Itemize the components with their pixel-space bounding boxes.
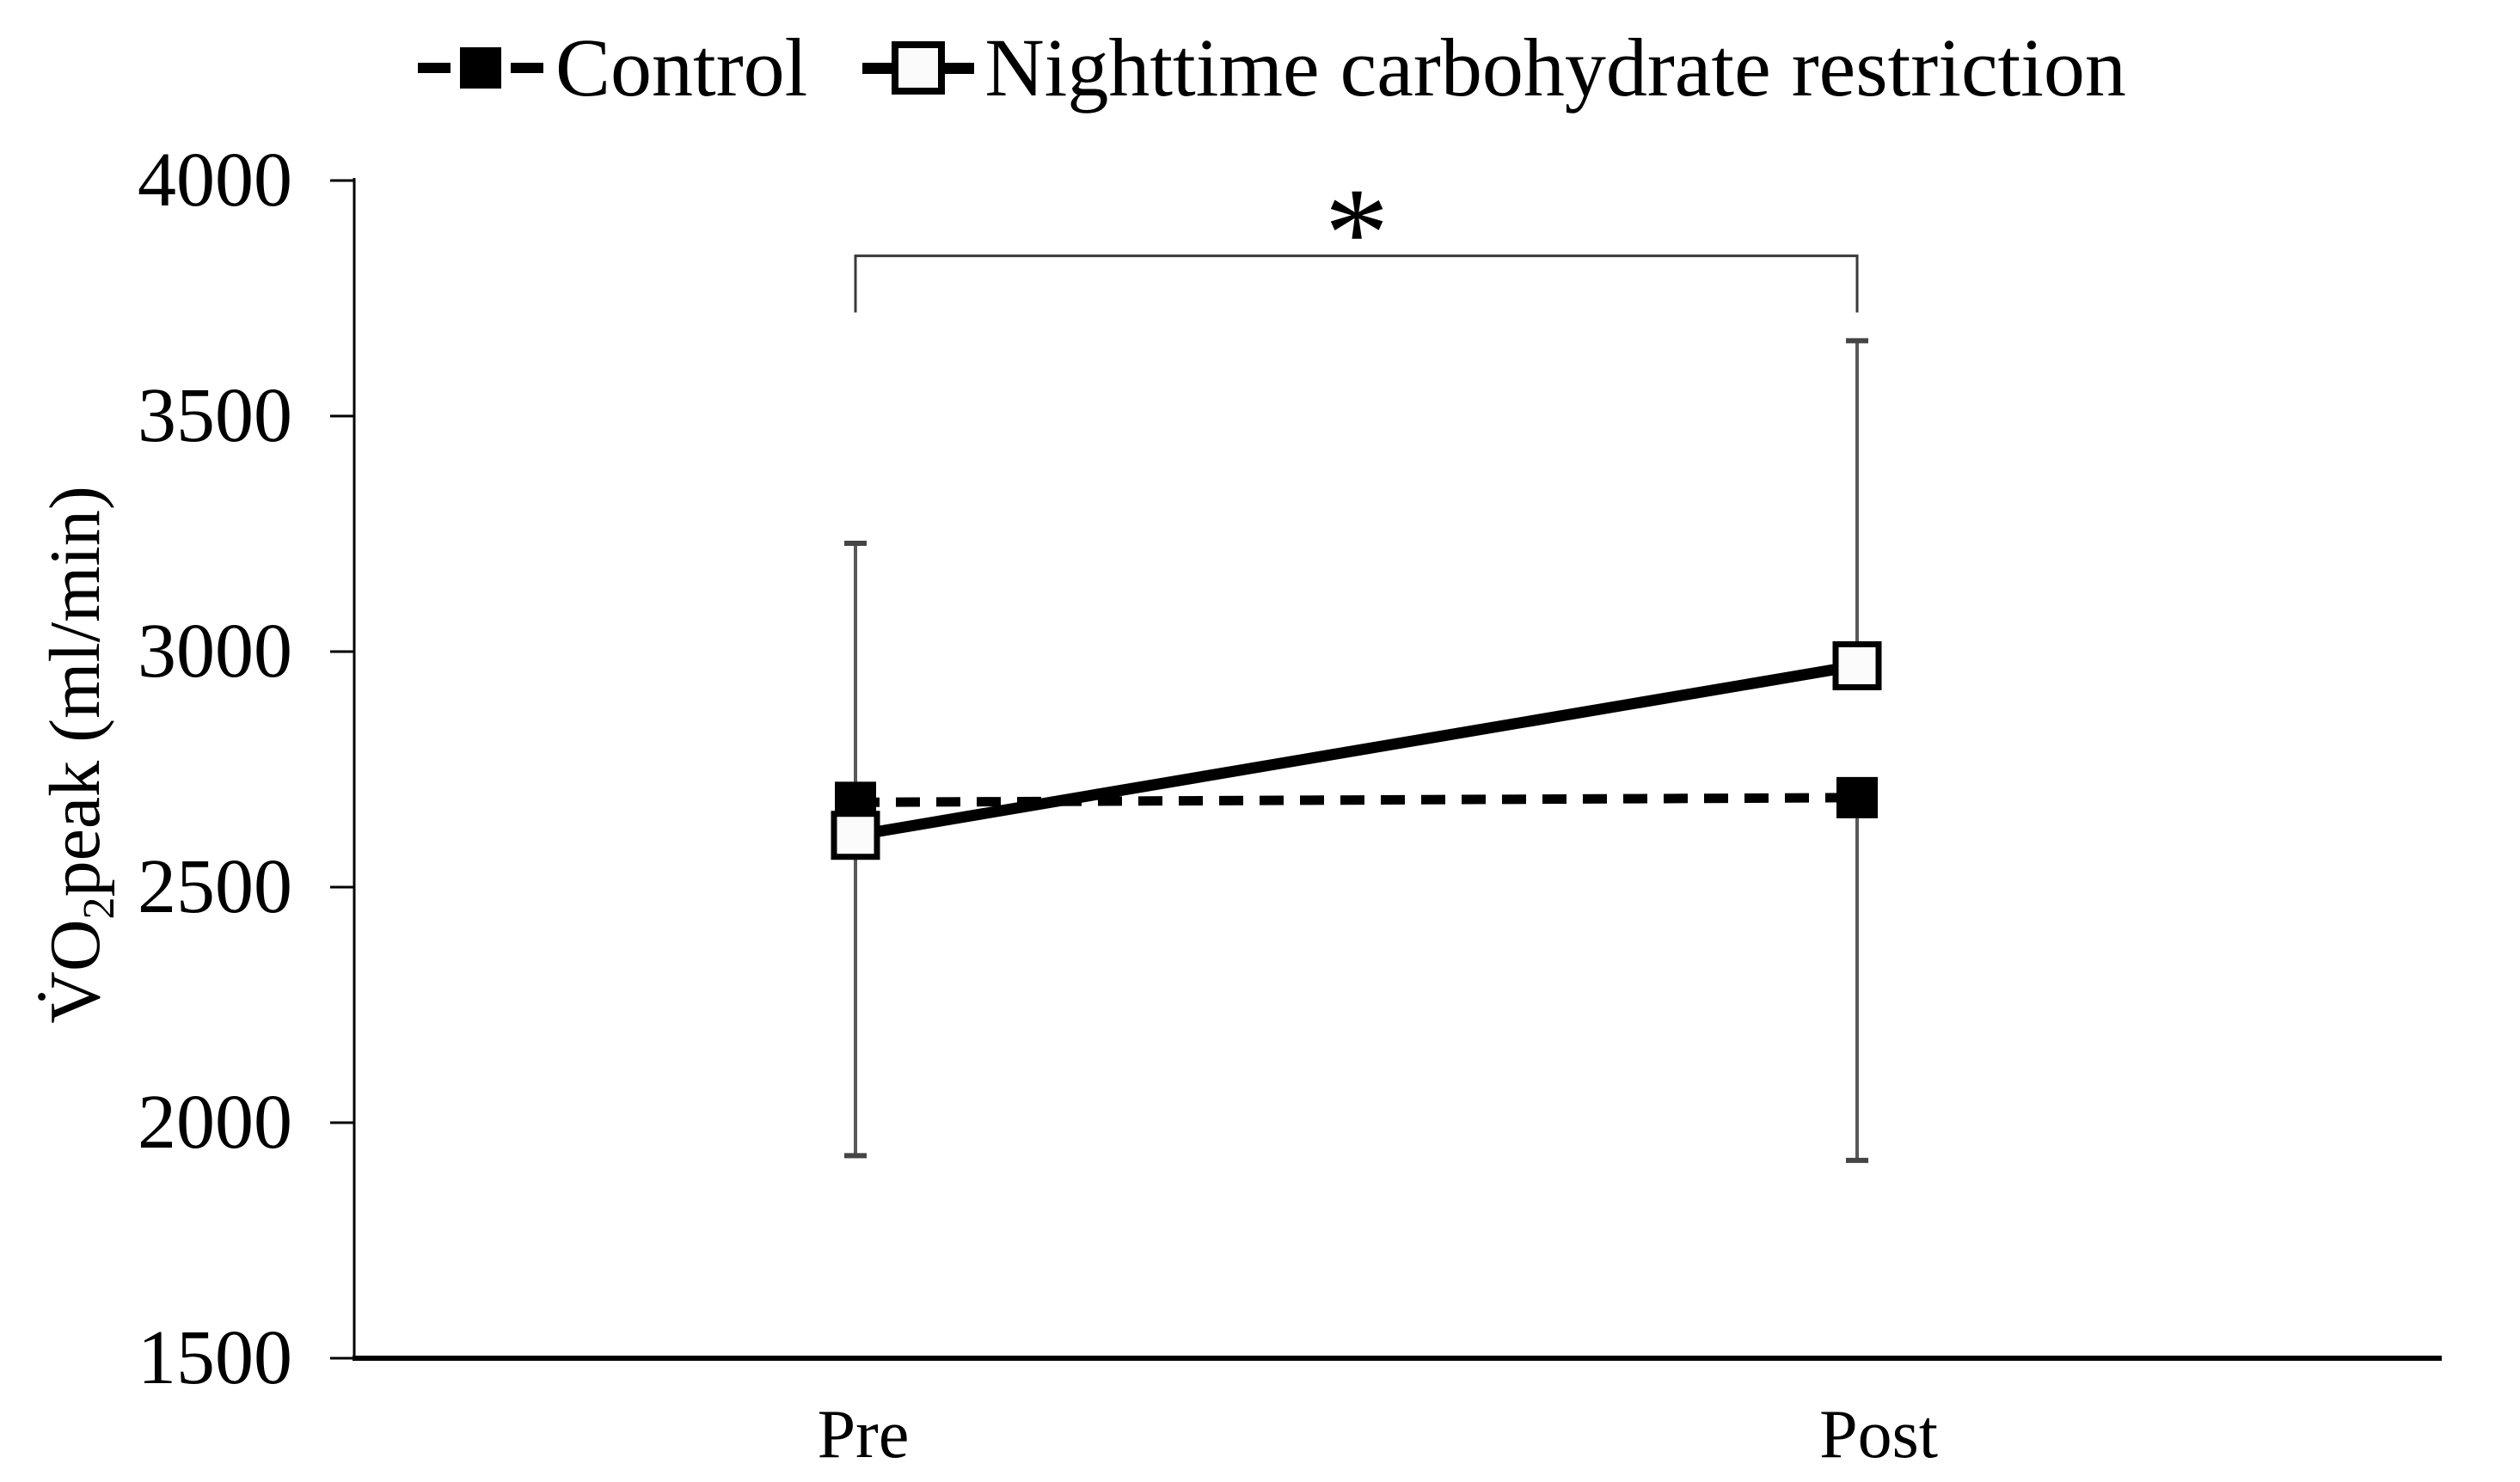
x-tick-label-post: Post xyxy=(1819,1397,1938,1473)
y-axis-title: V̇O2peak (ml/min) xyxy=(35,486,139,1024)
control-dashed-square-icon xyxy=(418,47,543,89)
legend: Control Nighttime carbohydrate restricti… xyxy=(418,21,2126,115)
filled-square-icon xyxy=(460,47,501,89)
y-axis-title-rest: peak (ml/min) xyxy=(35,486,116,897)
series-line-control xyxy=(855,793,1858,807)
significance-asterisk: * xyxy=(1324,162,1389,304)
y-tick-label: 3000 xyxy=(138,609,292,694)
legend-line-stub-icon xyxy=(862,62,892,74)
y-tick-label: 2000 xyxy=(138,1080,292,1165)
legend-line-stub-icon xyxy=(945,62,975,74)
y-axis-title-main: V̇O xyxy=(35,919,116,1024)
legend-dash-icon xyxy=(418,63,451,73)
legend-dash-icon xyxy=(511,63,543,73)
x-tick-label-pre: Pre xyxy=(817,1397,910,1473)
marker-filled-square xyxy=(1836,776,1878,818)
ncr-solid-open-square-icon xyxy=(862,41,975,95)
legend-item-ncr: Nighttime carbohydrate restriction xyxy=(862,21,2126,115)
y-tick-label: 3500 xyxy=(138,373,292,458)
open-square-icon xyxy=(892,41,946,95)
legend-label-control: Control xyxy=(555,21,808,113)
y-tick-label: 1500 xyxy=(138,1315,292,1400)
legend-label-ncr: Nighttime carbohydrate restriction xyxy=(984,21,2126,113)
marker-open-square xyxy=(831,811,880,860)
significance-bracket xyxy=(854,254,1859,313)
legend-item-control: Control xyxy=(418,21,807,115)
marker-open-square xyxy=(1832,640,1882,690)
y-tick-label: 4000 xyxy=(138,138,292,223)
y-tick-label: 2500 xyxy=(138,844,292,929)
series-line-ncr xyxy=(854,660,1859,842)
